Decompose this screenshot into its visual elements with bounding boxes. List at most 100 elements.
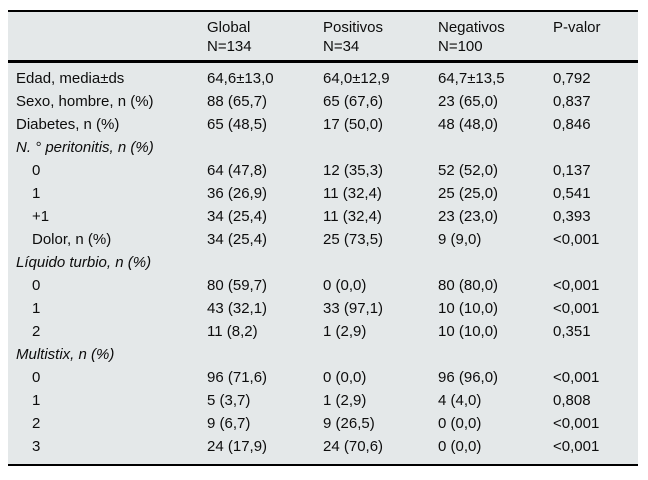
cell-value: 11 (32,4) [323, 185, 382, 202]
row-label: 1 [32, 392, 41, 409]
cell-value: <0,001 [553, 277, 600, 294]
cell-value: 43 (32,1) [207, 300, 268, 317]
cell-value: 88 (65,7) [207, 93, 268, 110]
cell-value: 34 (25,4) [207, 208, 268, 225]
column-header-empty [8, 11, 207, 63]
column-title: Positivos [323, 19, 384, 36]
table-row: 1 43 (32,1) 33 (97,1) 10 (10,0) <0,001 [8, 297, 638, 320]
cell-value: 64,6±13,0 [207, 70, 274, 87]
cell-value: 0,541 [553, 185, 591, 202]
cell-value: 0,846 [553, 116, 591, 133]
cell-value [438, 136, 553, 159]
cell-value: 23 (23,0) [438, 208, 499, 225]
cell-value [438, 343, 553, 366]
cell-value: 9 (6,7) [207, 415, 251, 432]
stats-table: Global N=134 Positivos N=34 Negativos N=… [8, 10, 638, 466]
cell-value: 25 (25,0) [438, 185, 499, 202]
column-header-positivos: Positivos N=34 [323, 11, 438, 63]
row-label: Sexo, hombre, n (%) [16, 93, 154, 110]
row-label: 1 [32, 185, 41, 202]
column-header-pvalor: P-valor [553, 11, 638, 63]
cell-value: 64 (47,8) [207, 162, 268, 179]
row-label: +1 [32, 208, 50, 225]
table-row: 2 9 (6,7) 9 (26,5) 0 (0,0) <0,001 [8, 412, 638, 435]
table-row: 0 64 (47,8) 12 (35,3) 52 (52,0) 0,137 [8, 159, 638, 182]
table-row: Edad, media±ds 64,6±13,0 64,0±12,9 64,7±… [8, 62, 638, 91]
row-label: Diabetes, n (%) [16, 116, 120, 133]
cell-value: 24 (17,9) [207, 438, 268, 455]
column-header-global: Global N=134 [207, 11, 323, 63]
cell-value: 64,0±12,9 [323, 70, 390, 87]
cell-value: 23 (65,0) [438, 93, 499, 110]
row-label: 2 [32, 415, 41, 432]
cell-value: 64,7±13,5 [438, 70, 505, 87]
table-row: 3 24 (17,9) 24 (70,6) 0 (0,0) <0,001 [8, 435, 638, 465]
cell-value: 0,792 [553, 70, 591, 87]
column-subtitle: N=100 [438, 38, 483, 55]
cell-value: 9 (9,0) [438, 231, 482, 248]
cell-value: 33 (97,1) [323, 300, 384, 317]
cell-value: 12 (35,3) [323, 162, 384, 179]
cell-value: 0,137 [553, 162, 591, 179]
row-label: Multistix, n (%) [16, 346, 115, 363]
cell-value: 0,393 [553, 208, 591, 225]
cell-value [553, 251, 638, 274]
column-title: P-valor [553, 19, 601, 36]
cell-value: 96 (71,6) [207, 369, 268, 386]
row-label: 1 [32, 300, 41, 317]
cell-value [323, 343, 438, 366]
row-label: N. ° peritonitis, n (%) [16, 139, 154, 156]
table-row: 1 36 (26,9) 11 (32,4) 25 (25,0) 0,541 [8, 182, 638, 205]
cell-value: 4 (4,0) [438, 392, 482, 409]
row-label: Dolor, n (%) [32, 231, 112, 248]
cell-value [438, 251, 553, 274]
column-title: Negativos [438, 19, 505, 36]
row-label: 0 [32, 277, 41, 294]
cell-value: 96 (96,0) [438, 369, 499, 386]
cell-value: 0,837 [553, 93, 591, 110]
cell-value [323, 136, 438, 159]
table-row: 0 80 (59,7) 0 (0,0) 80 (80,0) <0,001 [8, 274, 638, 297]
column-subtitle: N=34 [323, 38, 360, 55]
cell-value: 5 (3,7) [207, 392, 251, 409]
cell-value: 65 (67,6) [323, 93, 384, 110]
cell-value: <0,001 [553, 231, 600, 248]
cell-value [207, 136, 323, 159]
table-row: 0 96 (71,6) 0 (0,0) 96 (96,0) <0,001 [8, 366, 638, 389]
row-label: Edad, media±ds [16, 70, 125, 87]
cell-value: 1 (2,9) [323, 323, 367, 340]
cell-value: 25 (73,5) [323, 231, 384, 248]
cell-value [207, 251, 323, 274]
cell-value: 11 (32,4) [323, 208, 382, 225]
cell-value: 0 (0,0) [438, 415, 482, 432]
column-header-negativos: Negativos N=100 [438, 11, 553, 63]
table-row: Sexo, hombre, n (%) 88 (65,7) 65 (67,6) … [8, 90, 638, 113]
cell-value: 48 (48,0) [438, 116, 499, 133]
cell-value: <0,001 [553, 300, 600, 317]
table-row: Multistix, n (%) [8, 343, 638, 366]
row-label: 0 [32, 162, 41, 179]
table-row: +1 34 (25,4) 11 (32,4) 23 (23,0) 0,393 [8, 205, 638, 228]
table-header: Global N=134 Positivos N=34 Negativos N=… [8, 11, 638, 63]
cell-value: 52 (52,0) [438, 162, 499, 179]
cell-value [553, 343, 638, 366]
cell-value: <0,001 [553, 369, 600, 386]
cell-value: 24 (70,6) [323, 438, 384, 455]
cell-value: 1 (2,9) [323, 392, 367, 409]
table-row: Dolor, n (%) 34 (25,4) 25 (73,5) 9 (9,0)… [8, 228, 638, 251]
cell-value: 80 (80,0) [438, 277, 499, 294]
row-label: 3 [32, 438, 41, 455]
table-row: 1 5 (3,7) 1 (2,9) 4 (4,0) 0,808 [8, 389, 638, 412]
cell-value [323, 251, 438, 274]
cell-value: 11 (8,2) [207, 323, 258, 340]
cell-value [207, 343, 323, 366]
cell-value: 9 (26,5) [323, 415, 375, 432]
cell-value: 0,808 [553, 392, 591, 409]
header-row: Global N=134 Positivos N=34 Negativos N=… [8, 11, 638, 63]
table-row: 2 11 (8,2) 1 (2,9) 10 (10,0) 0,351 [8, 320, 638, 343]
table-body: Edad, media±ds 64,6±13,0 64,0±12,9 64,7±… [8, 62, 638, 466]
cell-value: 10 (10,0) [438, 300, 499, 317]
table-row: Diabetes, n (%) 65 (48,5) 17 (50,0) 48 (… [8, 113, 638, 136]
row-label: 0 [32, 369, 41, 386]
